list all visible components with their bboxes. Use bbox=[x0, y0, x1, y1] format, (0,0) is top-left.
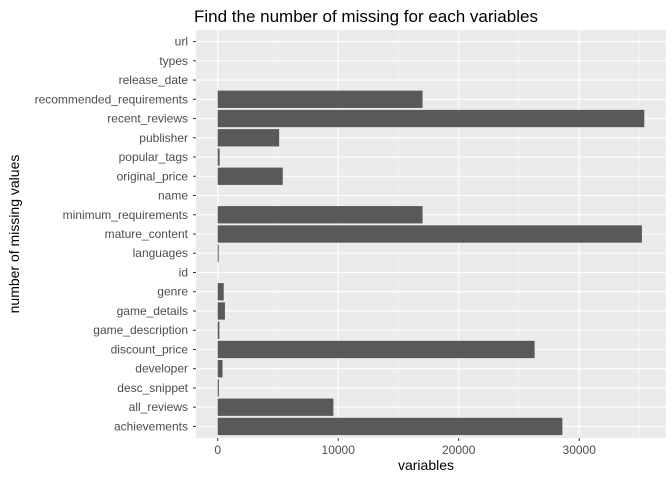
bar bbox=[217, 244, 219, 262]
y-tick-label: genre bbox=[157, 285, 188, 299]
y-tick-label: discount_price bbox=[111, 342, 189, 356]
y-tick-label: id bbox=[179, 265, 188, 279]
y-tick-labels: url types release_date recommended_requirem… bbox=[35, 35, 196, 433]
y-tick-label: release_date bbox=[119, 73, 189, 87]
y-tick-label: types bbox=[159, 54, 188, 68]
chart-title: Find the number of missing for each vari… bbox=[194, 7, 538, 26]
bar bbox=[217, 206, 423, 224]
bar bbox=[217, 109, 645, 128]
bar bbox=[217, 360, 223, 378]
y-tick-label: all_reviews bbox=[129, 400, 188, 414]
bar bbox=[217, 417, 563, 436]
y-tick-label: recent_reviews bbox=[107, 112, 188, 126]
y-tick-label: recommended_requirements bbox=[35, 92, 188, 106]
bar bbox=[217, 302, 225, 320]
y-tick-label: minimum_requirements bbox=[63, 208, 188, 222]
bar bbox=[217, 167, 283, 185]
x-tick-label: 30000 bbox=[563, 443, 597, 457]
bar bbox=[217, 148, 220, 166]
x-tick-labels: 0 10000 20000 30000 bbox=[214, 438, 596, 457]
y-tick-label: popular_tags bbox=[119, 150, 188, 164]
y-tick-label: mature_content bbox=[105, 227, 189, 241]
x-axis-title: variables bbox=[398, 457, 454, 473]
y-tick-label: game_description bbox=[93, 323, 188, 337]
x-tick-label: 20000 bbox=[442, 443, 476, 457]
y-tick-label: desc_snippet bbox=[117, 381, 188, 395]
bar bbox=[217, 225, 642, 243]
bar bbox=[217, 283, 224, 301]
y-tick-label: name bbox=[158, 189, 188, 203]
y-tick-label: url bbox=[175, 35, 188, 49]
x-tick-label: 0 bbox=[214, 443, 221, 457]
y-tick-label: original_price bbox=[117, 169, 189, 183]
bar bbox=[217, 90, 423, 108]
bars bbox=[217, 90, 645, 436]
bar bbox=[217, 340, 535, 359]
bar bbox=[217, 321, 220, 339]
bar bbox=[217, 129, 280, 147]
bar bbox=[217, 379, 219, 397]
y-tick-label: developer bbox=[135, 362, 188, 376]
y-tick-label: languages bbox=[133, 246, 188, 260]
bar bbox=[217, 398, 334, 416]
grid-lines bbox=[196, 30, 666, 438]
y-axis-title: number of missing values bbox=[6, 155, 22, 314]
y-tick-label: game_details bbox=[117, 304, 188, 318]
x-tick-label: 10000 bbox=[322, 443, 356, 457]
y-tick-label: publisher bbox=[139, 131, 188, 145]
y-tick-label: achievements bbox=[114, 419, 188, 433]
